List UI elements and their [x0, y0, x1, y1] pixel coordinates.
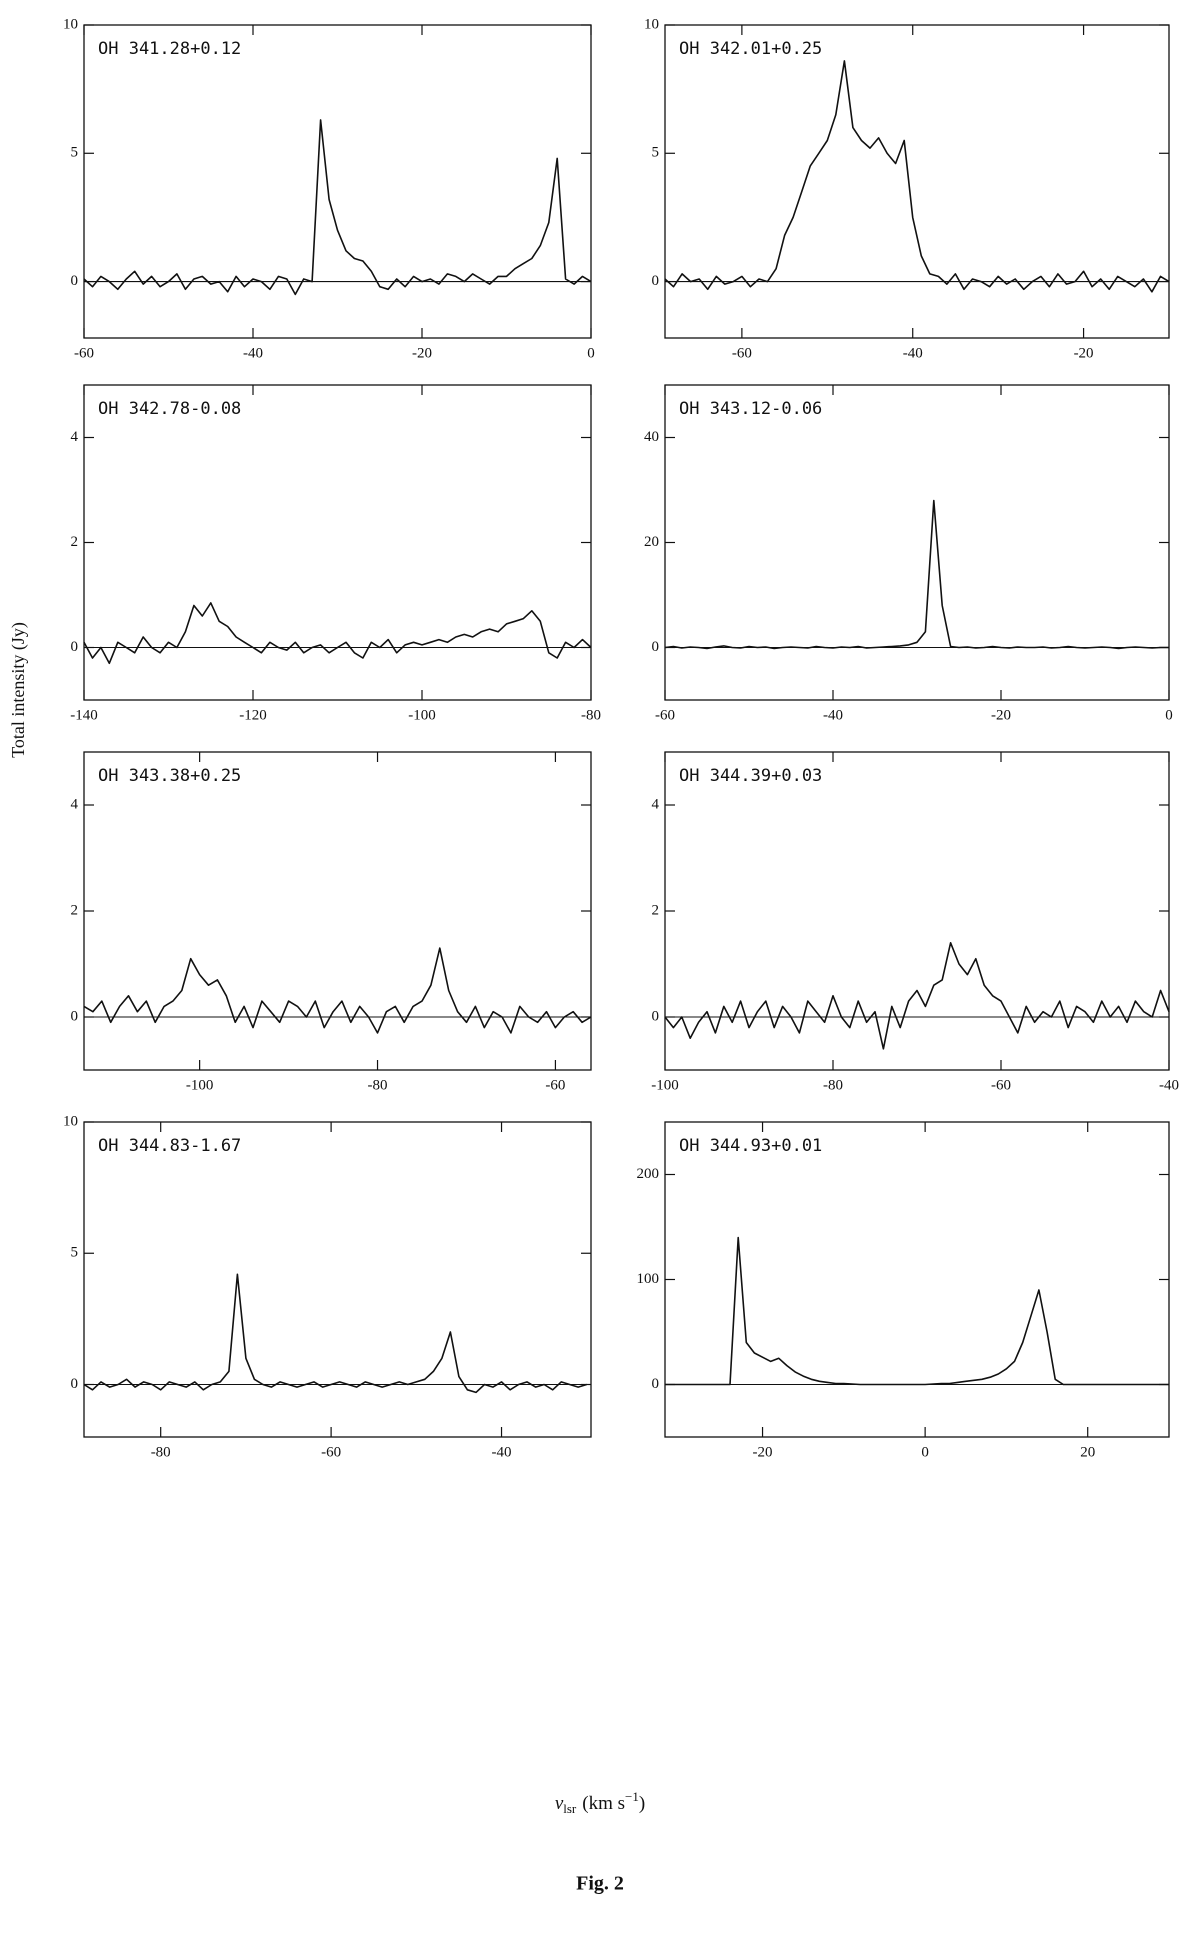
x-tick-label: -60	[321, 1444, 341, 1460]
panel-title: OH 342.01+0.25	[679, 39, 822, 59]
x-tick-label: -100	[651, 1077, 679, 1093]
y-tick-label: 0	[71, 1376, 79, 1392]
x-tick-label: -60	[545, 1077, 565, 1093]
x-tick-label: 0	[1165, 707, 1173, 723]
y-tick-label: 100	[637, 1271, 660, 1287]
y-tick-label: 5	[652, 145, 660, 161]
spectrum	[83, 602, 592, 665]
x-tick-label: -60	[991, 1077, 1011, 1093]
x-tick-label: -20	[991, 707, 1011, 723]
x-tick-label: -60	[74, 345, 94, 361]
panel-title: OH 342.78-0.08	[98, 399, 241, 419]
x-tick-label: -40	[903, 345, 923, 361]
y-tick-label: 4	[71, 429, 79, 445]
x-tick-label: -80	[151, 1444, 171, 1460]
x-tick-label: -20	[1074, 345, 1094, 361]
y-tick-label: 4	[71, 796, 79, 812]
x-tick-label: -20	[753, 1444, 773, 1460]
x-label-close: )	[639, 1793, 645, 1814]
plot-frame	[664, 24, 1170, 339]
plot-frame	[83, 1121, 592, 1438]
x-tick-label: 0	[921, 1444, 929, 1460]
y-tick-label: 200	[637, 1166, 660, 1182]
y-tick-label: 0	[71, 639, 79, 655]
y-tick-label: 0	[652, 1376, 660, 1392]
y-tick-label: 10	[63, 1113, 78, 1129]
spectrum	[664, 942, 1170, 1050]
y-tick-label: 0	[71, 273, 79, 289]
spectrum	[83, 119, 592, 296]
x-tick-label: -40	[823, 707, 843, 723]
panel-title: OH 343.12-0.06	[679, 399, 822, 419]
panel-title: OH 344.39+0.03	[679, 766, 822, 786]
x-tick-label: -80	[823, 1077, 843, 1093]
y-axis-label: Total intensity (Jy)	[8, 622, 29, 758]
caption: Fig. 2	[576, 1873, 624, 1895]
x-tick-label: -120	[239, 707, 267, 723]
plot-frame	[664, 384, 1170, 701]
x-tick-label: -100	[408, 707, 436, 723]
x-tick-label: -40	[492, 1444, 512, 1460]
y-tick-label: 0	[71, 1008, 79, 1024]
y-tick-label: 0	[652, 1008, 660, 1024]
x-tick-label: 0	[587, 345, 595, 361]
spectrum	[83, 947, 592, 1034]
plot-frame	[83, 24, 592, 339]
y-tick-label: 10	[644, 16, 659, 32]
x-tick-label: -40	[1159, 1077, 1179, 1093]
x-tick-label: 20	[1080, 1444, 1095, 1460]
x-label-exponent: −1	[625, 1789, 639, 1804]
x-axis-label: vlsr (km s−1)	[555, 1789, 645, 1816]
y-tick-label: 40	[644, 429, 659, 445]
y-tick-label: 0	[652, 273, 660, 289]
plot-frame	[664, 1121, 1170, 1438]
y-tick-label: 2	[71, 534, 79, 550]
y-tick-label: 2	[652, 902, 660, 918]
x-label-subscript: lsr	[563, 1801, 577, 1816]
x-tick-label: -100	[186, 1077, 214, 1093]
x-tick-label: -80	[368, 1077, 388, 1093]
x-tick-label: -80	[581, 707, 601, 723]
spectrum	[665, 1236, 1169, 1386]
y-tick-label: 5	[71, 1245, 79, 1261]
y-tick-label: 5	[71, 145, 79, 161]
spectrum	[664, 499, 1169, 650]
y-tick-label: 10	[63, 16, 78, 32]
x-tick-label: -140	[70, 707, 98, 723]
x-tick-label: -20	[412, 345, 432, 361]
x-tick-label: -40	[243, 345, 263, 361]
x-label-unit: (km s	[582, 1793, 625, 1814]
panel-title: OH 343.38+0.25	[98, 766, 241, 786]
spectrum	[83, 1273, 587, 1394]
y-tick-label: 4	[652, 796, 660, 812]
y-tick-label: 20	[644, 534, 659, 550]
y-tick-label: 0	[652, 639, 660, 655]
y-tick-label: 2	[71, 902, 79, 918]
panel-title: OH 344.83-1.67	[98, 1136, 241, 1156]
panel-title: OH 341.28+0.12	[98, 39, 241, 59]
spectrum	[664, 60, 1170, 293]
x-tick-label: -60	[655, 707, 675, 723]
x-tick-label: -60	[732, 345, 752, 361]
panel-title: OH 344.93+0.01	[679, 1136, 822, 1156]
x-label-symbol: v	[555, 1793, 564, 1814]
